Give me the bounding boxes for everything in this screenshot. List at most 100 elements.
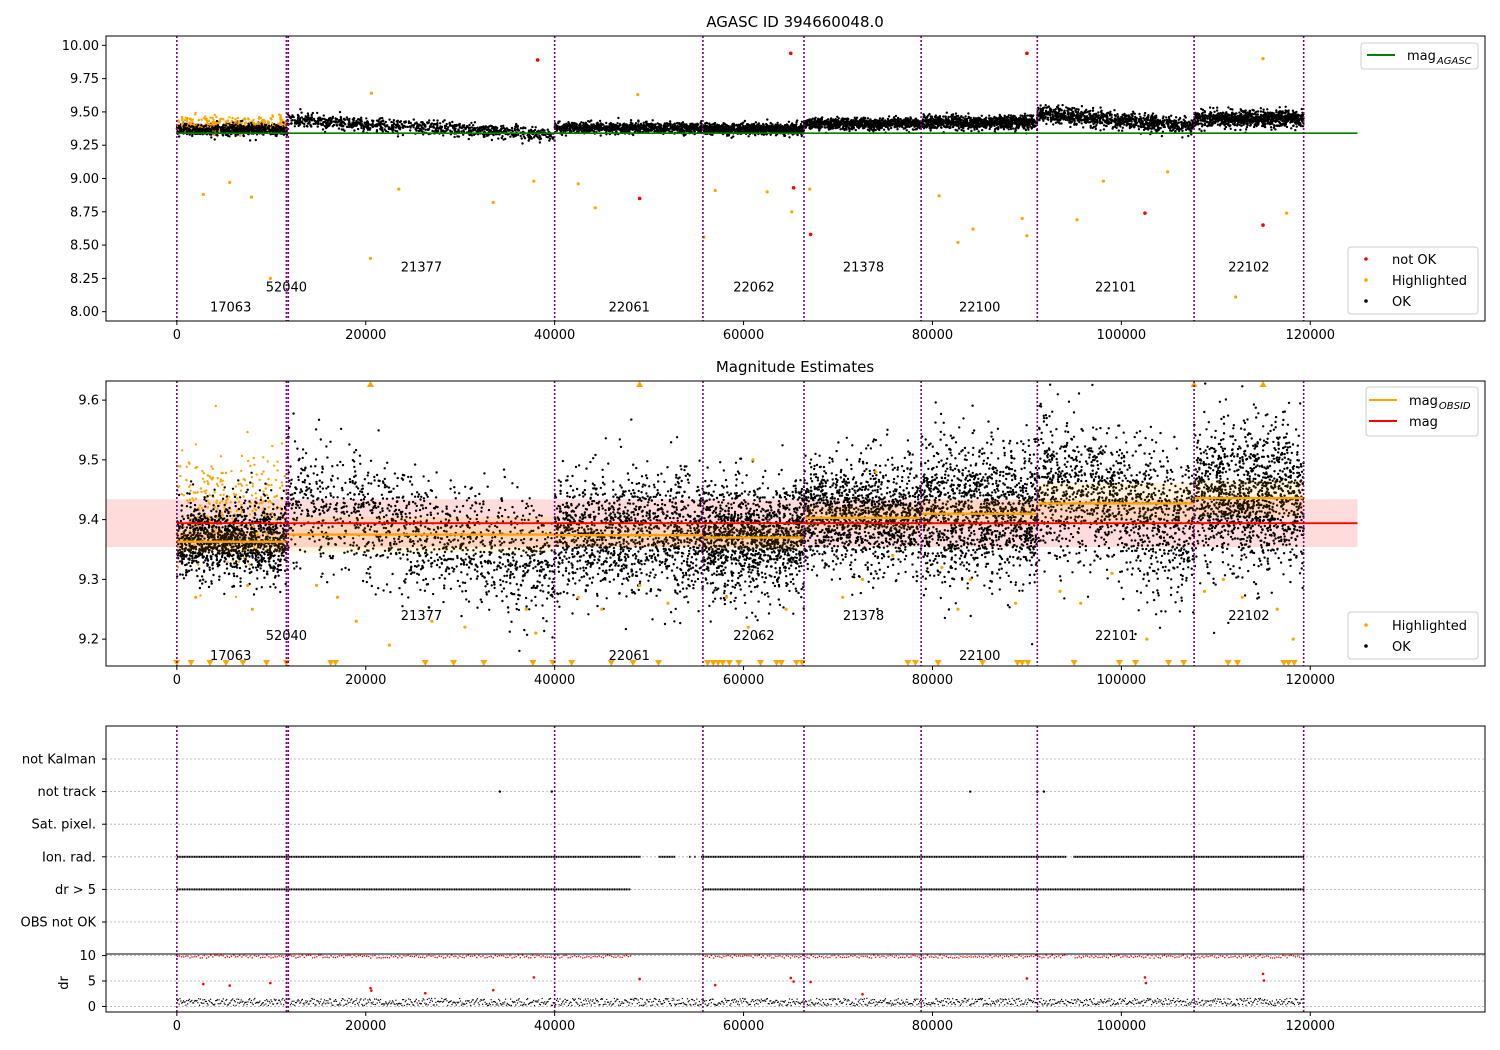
ok-point	[601, 123, 604, 126]
ok-point	[894, 114, 898, 118]
ok-point	[821, 122, 825, 126]
ok-point	[337, 127, 341, 130]
ok-point	[443, 124, 447, 128]
ok-point	[692, 123, 695, 127]
ok-point	[914, 120, 917, 124]
ok-point	[776, 121, 779, 125]
ok-point	[840, 118, 843, 121]
ok-point	[743, 119, 747, 123]
ok-point	[254, 138, 257, 142]
ok-point	[716, 129, 720, 132]
ok-point	[905, 129, 908, 132]
ok-point	[310, 119, 314, 122]
ok-point	[490, 138, 494, 142]
ok-point	[813, 120, 816, 123]
ok-point	[1023, 112, 1027, 116]
ok-point	[316, 117, 320, 120]
ok-point	[722, 125, 725, 128]
ok-point	[310, 113, 313, 117]
ok-point	[614, 126, 617, 129]
ok-point	[528, 136, 531, 139]
ok-point	[827, 128, 831, 131]
ok-point	[905, 123, 909, 126]
ok-point	[306, 112, 310, 115]
ok-point	[482, 134, 486, 137]
ok-point	[910, 124, 913, 128]
ok-point	[623, 125, 626, 128]
ok-point	[906, 119, 909, 122]
ok-point	[390, 128, 393, 131]
ok-point	[836, 121, 839, 124]
ok-point	[473, 121, 477, 124]
ok-point	[716, 125, 719, 129]
ok-point	[787, 120, 791, 124]
ok-point	[816, 118, 820, 122]
ok-point	[898, 121, 901, 124]
ok-point	[464, 127, 467, 131]
ok-point	[305, 124, 309, 128]
ok-point	[363, 121, 366, 124]
ok-point	[861, 120, 864, 124]
ok-point	[649, 122, 652, 126]
ok-point	[390, 124, 394, 127]
ok-point	[667, 129, 670, 132]
ok-point	[872, 128, 876, 131]
ok-point	[432, 119, 435, 122]
ok-point	[629, 119, 633, 122]
ok-point	[456, 135, 459, 138]
ok-point	[780, 126, 783, 129]
ok-point	[848, 127, 851, 131]
ok-point	[472, 124, 475, 127]
ok-point	[304, 115, 307, 118]
ok-point	[895, 125, 899, 128]
ok-point	[805, 122, 809, 126]
ok-point	[428, 125, 432, 129]
ok-point	[412, 118, 415, 121]
ok-point	[436, 124, 439, 127]
ok-point	[344, 118, 347, 121]
ok-point	[916, 119, 920, 123]
ok-point	[696, 126, 699, 130]
ok-point	[617, 125, 620, 128]
ok-point	[896, 128, 899, 131]
ok-point	[420, 126, 424, 129]
ok-point	[398, 120, 402, 124]
ok-point	[909, 120, 912, 124]
ok-point	[676, 121, 679, 125]
ok-point	[375, 123, 378, 126]
ok-point	[460, 126, 463, 130]
ok-point	[568, 126, 571, 129]
ok-point	[789, 124, 792, 127]
ok-point	[870, 127, 873, 130]
ok-point	[886, 120, 889, 123]
ok-point	[504, 130, 507, 133]
ok-point	[427, 128, 430, 131]
ok-point	[177, 135, 181, 138]
ok-point	[1026, 114, 1029, 117]
ok-point	[322, 114, 325, 117]
ok-point	[596, 127, 600, 130]
ok-point	[381, 119, 385, 123]
ok-point	[242, 134, 245, 138]
ok-point	[317, 119, 320, 122]
ok-point	[527, 139, 530, 142]
ok-point	[881, 124, 884, 127]
ok-point	[682, 134, 686, 137]
ok-point	[431, 129, 434, 133]
ok-point	[522, 135, 526, 138]
ok-point	[738, 126, 741, 129]
ok-point	[293, 125, 296, 128]
ok-point	[558, 126, 562, 129]
ok-point	[541, 128, 544, 131]
ok-point	[755, 125, 759, 128]
ok-point	[795, 123, 798, 126]
ok-point	[1011, 127, 1015, 130]
ok-point	[844, 122, 848, 126]
ok-point	[663, 122, 666, 125]
ok-point	[300, 111, 303, 114]
ok-point	[401, 123, 404, 126]
ok-point	[387, 127, 390, 131]
ok-point	[754, 134, 757, 137]
ok-point	[599, 134, 602, 137]
ok-point	[538, 141, 542, 144]
